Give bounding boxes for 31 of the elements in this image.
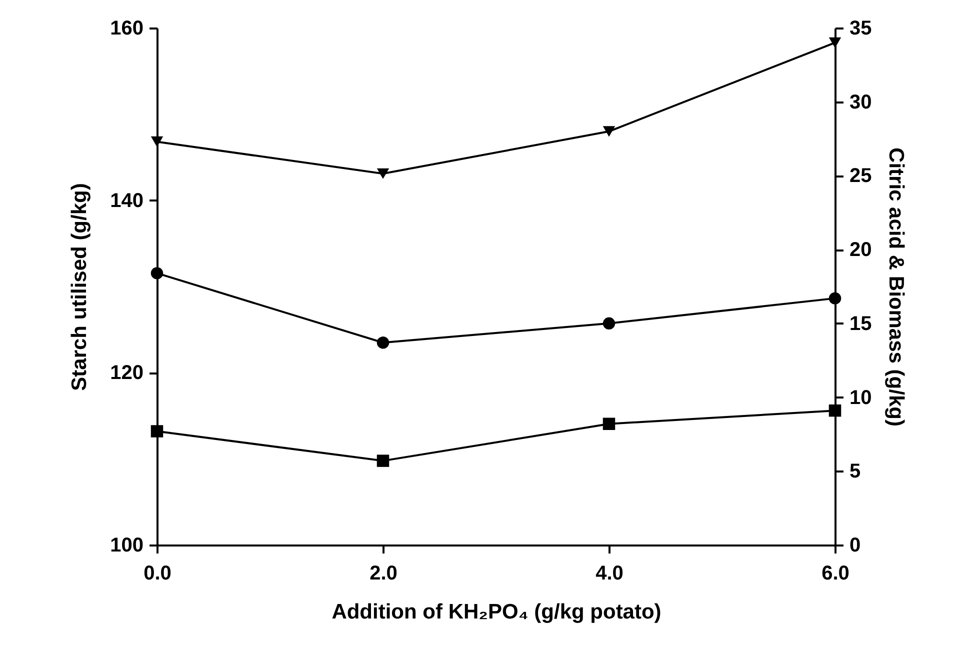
y-tick-label: 100 <box>110 534 144 556</box>
y2-tick-label: 35 <box>850 18 872 40</box>
x-tick-label: 6.0 <box>822 562 850 584</box>
y2-axis-title: Citric acid & Biomass (g/kg) <box>884 148 908 426</box>
y2-tick-label: 10 <box>850 386 872 409</box>
y-axis-title: Starch utilised (g/kg) <box>68 183 92 391</box>
x-tick-label: 0.0 <box>144 562 172 584</box>
point <box>828 37 842 48</box>
point <box>602 418 616 430</box>
x-tick-label: 4.0 <box>596 562 624 584</box>
y2-tick-label: 25 <box>850 165 872 188</box>
y-tick-label: 140 <box>110 190 144 212</box>
y2-tick-label: 20 <box>850 239 872 262</box>
x-axis-title: Addition of KH₂PO₄ (g/kg potato) <box>332 600 662 624</box>
point <box>150 267 164 280</box>
point <box>602 126 616 137</box>
point <box>376 336 390 349</box>
y-tick-label: 120 <box>110 362 144 384</box>
y2-tick-label: 15 <box>850 312 872 335</box>
x-tick-label: 2.0 <box>370 562 398 584</box>
y2-tick-label: 0 <box>850 534 861 556</box>
point <box>150 425 164 438</box>
y-tick-label: 160 <box>110 18 144 40</box>
y2-tick-label: 5 <box>850 460 861 483</box>
point <box>376 168 390 179</box>
point <box>376 454 390 467</box>
point <box>150 136 164 148</box>
point <box>828 404 842 417</box>
y2-tick-label: 30 <box>850 91 872 114</box>
point <box>828 292 842 304</box>
point <box>602 317 616 330</box>
